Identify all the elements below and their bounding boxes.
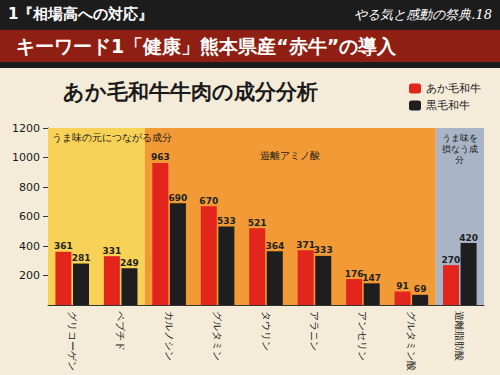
svg-text:グルタミン: グルタミン — [212, 311, 223, 361]
svg-text:963: 963 — [151, 152, 170, 162]
svg-text:うま味を: うま味を — [442, 133, 478, 143]
svg-text:249: 249 — [120, 258, 139, 268]
svg-text:1000: 1000 — [12, 151, 40, 164]
svg-text:ペプチド: ペプチド — [115, 311, 126, 351]
svg-text:331: 331 — [102, 246, 121, 256]
svg-text:91: 91 — [396, 281, 409, 291]
svg-text:333: 333 — [314, 245, 333, 255]
svg-text:281: 281 — [72, 253, 91, 263]
svg-text:200: 200 — [19, 269, 40, 282]
svg-text:分: 分 — [455, 155, 464, 165]
svg-text:1200: 1200 — [12, 122, 40, 135]
svg-text:あか毛和牛牛肉の成分分析: あか毛和牛牛肉の成分分析 — [63, 80, 318, 104]
svg-text:176: 176 — [345, 269, 364, 279]
svg-text:690: 690 — [169, 193, 188, 203]
svg-text:521: 521 — [248, 218, 267, 228]
svg-text:800: 800 — [19, 181, 40, 194]
svg-text:アンセリン: アンセリン — [357, 311, 368, 361]
html-text:やる気と感動の祭典.18: やる気と感動の祭典.18 — [354, 7, 492, 22]
svg-text:364: 364 — [265, 241, 284, 251]
svg-text:600: 600 — [19, 210, 40, 223]
svg-text:グリコーゲン: グリコーゲン — [67, 311, 78, 371]
svg-text:533: 533 — [217, 216, 236, 226]
svg-text:420: 420 — [459, 233, 478, 243]
svg-text:670: 670 — [199, 196, 218, 206]
svg-text:損なう成: 損なう成 — [442, 144, 478, 154]
svg-text:147: 147 — [362, 273, 381, 283]
html-text:1『相場高への対応』: 1『相場高への対応』 — [8, 5, 154, 23]
svg-text:グルタミン酸: グルタミン酸 — [406, 311, 417, 371]
svg-text:アラニン: アラニン — [309, 311, 320, 351]
svg-text:うま味の元につながる成分: うま味の元につながる成分 — [52, 132, 172, 143]
html-text:キーワード1「健康」熊本県産“赤牛”の導入: キーワード1「健康」熊本県産“赤牛”の導入 — [16, 35, 397, 57]
svg-text:400: 400 — [19, 240, 40, 253]
svg-text:69: 69 — [414, 284, 427, 294]
svg-text:270: 270 — [442, 255, 461, 265]
svg-text:あか毛和牛: あか毛和牛 — [426, 82, 481, 95]
svg-text:タウリン: タウリン — [261, 311, 272, 351]
svg-text:カルノシン: カルノシン — [164, 311, 175, 361]
svg-text:遊離脂肪酸: 遊離脂肪酸 — [454, 311, 465, 361]
svg-text:遊離アミノ酸: 遊離アミノ酸 — [260, 150, 320, 161]
svg-text:361: 361 — [54, 241, 73, 251]
svg-text:黒毛和牛: 黒毛和牛 — [426, 99, 470, 112]
svg-text:371: 371 — [296, 240, 315, 250]
